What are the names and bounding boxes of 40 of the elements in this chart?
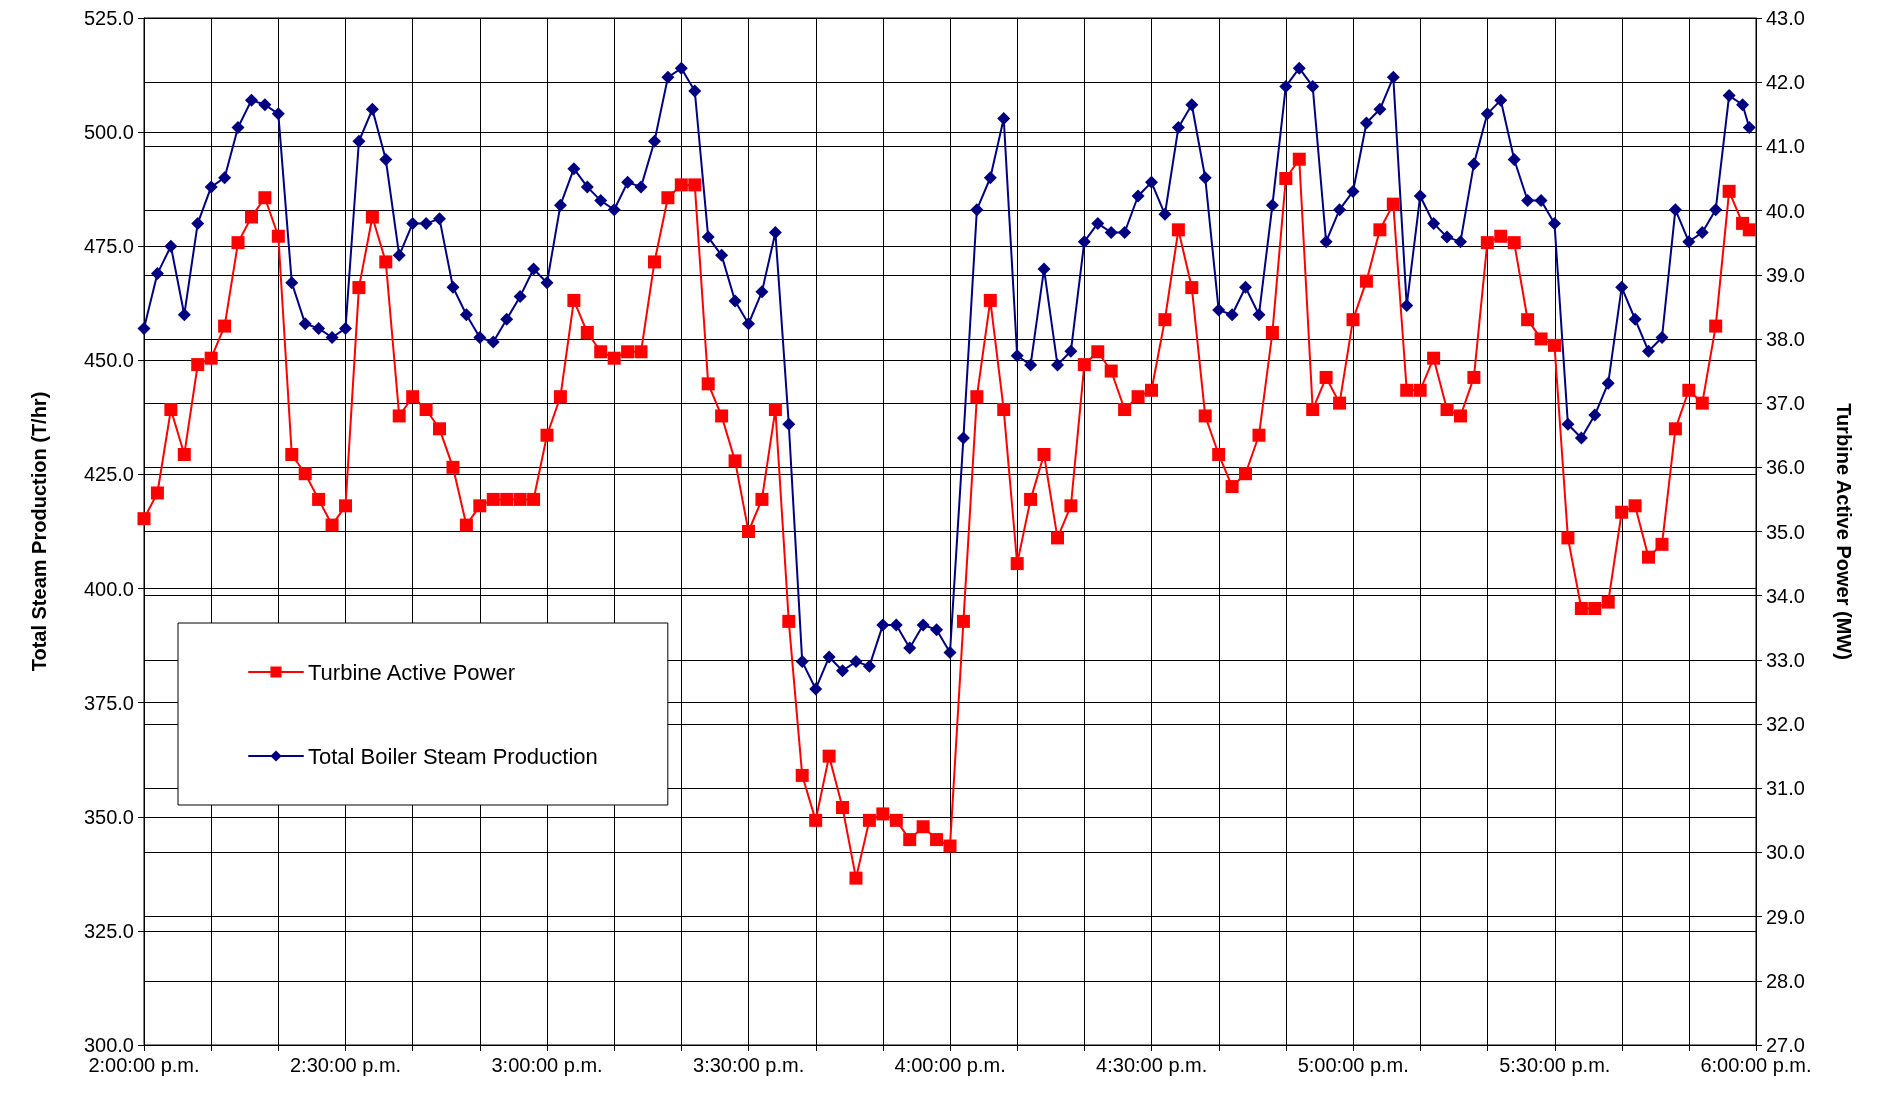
y2-tick-label: 41.0 (1766, 135, 1805, 158)
y-tick-label: 525.0 (83, 7, 134, 29)
y2-tick-label: 36.0 (1766, 456, 1805, 479)
x-tick-label: 5:00:00 p.m. (1297, 1054, 1409, 1076)
y-tick-label: 325.0 (83, 919, 134, 942)
x-tick-label: 3:00:00 p.m. (491, 1054, 603, 1076)
x-tick-label: 4:30:00 p.m. (1096, 1054, 1208, 1076)
y-tick-label: 450.0 (83, 349, 134, 372)
y-tick-label: 500.0 (83, 121, 134, 144)
y-tick-label: 375.0 (83, 691, 134, 714)
y2-tick-label: 32.0 (1766, 713, 1805, 736)
legend-label: Total Boiler Steam Production (308, 743, 598, 769)
y2-tick-label: 28.0 (1766, 969, 1805, 992)
y2-axis-title: Turbine Active Power (MW) (1833, 403, 1855, 660)
x-tick-label: 6:00:00 p.m. (1700, 1054, 1812, 1076)
y2-tick-label: 35.0 (1766, 520, 1805, 543)
y-tick-label: 425.0 (83, 463, 134, 486)
y2-tick-label: 30.0 (1766, 841, 1805, 864)
y2-tick-label: 43.0 (1766, 7, 1805, 29)
y-tick-label: 475.0 (83, 235, 134, 258)
y-axis-title: Total Steam Production (T/hr) (28, 391, 50, 672)
x-tick-label: 3:30:00 p.m. (693, 1054, 805, 1076)
y-tick-label: 300.0 (83, 1034, 134, 1056)
y2-tick-label: 29.0 (1766, 905, 1805, 928)
y2-tick-label: 38.0 (1766, 327, 1805, 350)
y-tick-label: 400.0 (83, 577, 134, 600)
x-tick-label: 4:00:00 p.m. (894, 1054, 1006, 1076)
y2-tick-label: 31.0 (1766, 777, 1805, 800)
y2-tick-label: 39.0 (1766, 263, 1805, 286)
y2-tick-label: 27.0 (1766, 1034, 1805, 1056)
y-tick-label: 350.0 (83, 805, 134, 828)
legend-label: Turbine Active Power (308, 659, 516, 685)
x-tick-label: 2:00:00 p.m. (88, 1054, 200, 1076)
y2-tick-label: 40.0 (1766, 199, 1805, 222)
x-tick-label: 2:30:00 p.m. (289, 1054, 402, 1076)
y2-tick-label: 34.0 (1766, 584, 1805, 607)
x-tick-label: 5:30:00 p.m. (1499, 1054, 1611, 1076)
y2-tick-label: 42.0 (1766, 71, 1805, 94)
y2-tick-label: 33.0 (1766, 648, 1805, 671)
y2-tick-label: 37.0 (1766, 392, 1805, 415)
